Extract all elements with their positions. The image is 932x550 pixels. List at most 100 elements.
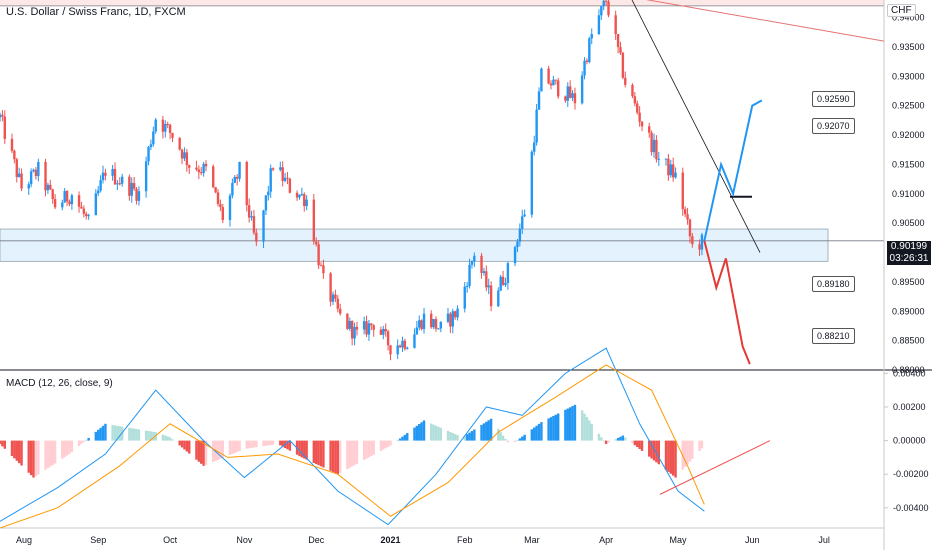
candle-body (300, 194, 304, 196)
macd-histogram-bar (286, 440, 289, 450)
macd-histogram-bar (664, 440, 668, 470)
macd-histogram-bar (279, 440, 282, 446)
macd-histogram-bar (164, 435, 167, 441)
candle-body (267, 191, 270, 196)
candle-body (533, 142, 536, 152)
candle-body (118, 183, 121, 185)
candle-body (34, 169, 38, 177)
callout-target-4[interactable]: 0.88210 (812, 328, 855, 344)
callout-target-3[interactable]: 0.89180 (812, 276, 855, 292)
time-tick-label: Apr (599, 535, 613, 545)
macd-histogram-bar (499, 432, 502, 441)
candle-body (51, 189, 54, 199)
price-tick-label: 0.88000 (892, 365, 925, 375)
macd-histogram-bar (3, 440, 6, 449)
macd-histogram-bar (350, 440, 354, 467)
candle-body (331, 294, 335, 302)
callout-target-1[interactable]: 0.92590 (812, 91, 855, 107)
candle-body (180, 149, 184, 159)
candle-body (132, 183, 136, 189)
candle-body (63, 191, 66, 203)
macd-histogram-bar (535, 425, 538, 441)
macd-histogram-bar (554, 414, 557, 441)
candle-body (614, 15, 617, 35)
macd-histogram-bar (171, 439, 174, 441)
macd-histogram-bar (322, 440, 325, 468)
candle-body (432, 319, 435, 328)
candle-body (489, 285, 493, 307)
candle-body (77, 195, 81, 207)
projection-up-path (703, 99, 763, 242)
candle-body (94, 193, 98, 216)
currency-badge[interactable]: CHF (887, 4, 916, 17)
candle-body (238, 161, 241, 179)
macd-histogram-bar (80, 440, 83, 444)
candle-body (583, 60, 586, 76)
candle-body (70, 195, 74, 205)
candle-body (669, 164, 672, 176)
candle-body (10, 138, 14, 151)
candle-body (65, 191, 69, 202)
macd-histogram-bar (513, 440, 517, 443)
candle-body (0, 114, 2, 118)
macd-histogram-bar (403, 434, 407, 441)
candle-body (212, 166, 215, 188)
macd-histogram-bar (602, 440, 605, 442)
macd-histogram-bar (655, 440, 658, 463)
candle-body (513, 247, 517, 264)
macd-histogram-bar (657, 440, 661, 465)
candle-body (269, 168, 272, 192)
candle-body (547, 68, 550, 84)
candle-body (664, 158, 668, 160)
candle-body (482, 271, 486, 273)
candle-body (15, 159, 18, 177)
candle-body (585, 60, 589, 63)
candle-body (13, 150, 16, 160)
candle-body (329, 273, 332, 302)
candle-body (113, 168, 117, 185)
candle-body (554, 79, 557, 81)
candle-body (588, 38, 591, 63)
macd-histogram-bar (671, 440, 675, 476)
candle-body (667, 158, 670, 176)
callout-target-2[interactable]: 0.92070 (812, 118, 855, 134)
bar-countdown: 03:26:31 (889, 253, 929, 264)
macd-histogram-bar (386, 440, 390, 447)
chart-title: U.S. Dollar / Swiss Franc, 1D, FXCM (6, 6, 186, 18)
candle-body (144, 161, 148, 192)
macd-histogram-bar (178, 440, 181, 446)
macd-histogram-bar (233, 440, 236, 453)
trend-line-black (631, 0, 761, 253)
candle-body (573, 93, 577, 104)
candle-body (233, 176, 236, 183)
candle-body (338, 308, 342, 314)
macd-histogram-bar (303, 440, 306, 459)
macd-histogram-bar (422, 420, 426, 441)
candle-body (650, 132, 653, 153)
candle-body (185, 152, 189, 166)
candle-body (99, 180, 102, 191)
macd-histogram-bar (70, 440, 74, 453)
macd-histogram-bar (101, 425, 105, 441)
macd-histogram-bar (506, 440, 510, 443)
candle-body (686, 214, 689, 220)
candle-body (365, 321, 368, 335)
macd-histogram-bar (482, 423, 486, 441)
macd-histogram-bar (633, 440, 637, 446)
candle-body (97, 190, 100, 194)
macd-histogram-bar (269, 440, 272, 446)
last-price-label: 0.90199 03:26:31 (887, 241, 931, 265)
candle-body (422, 313, 426, 330)
candle-body (463, 286, 466, 309)
macd-histogram-bar (384, 440, 387, 449)
candle-body (221, 207, 224, 221)
candle-body (370, 323, 373, 326)
candle-body (235, 176, 239, 179)
candle-body (485, 271, 488, 288)
macd-histogram-bar (87, 437, 90, 441)
macd-histogram-bar (336, 440, 339, 475)
macd-histogram-bar (480, 424, 483, 441)
candle-body (166, 123, 169, 125)
macd-histogram-bar (650, 440, 653, 459)
